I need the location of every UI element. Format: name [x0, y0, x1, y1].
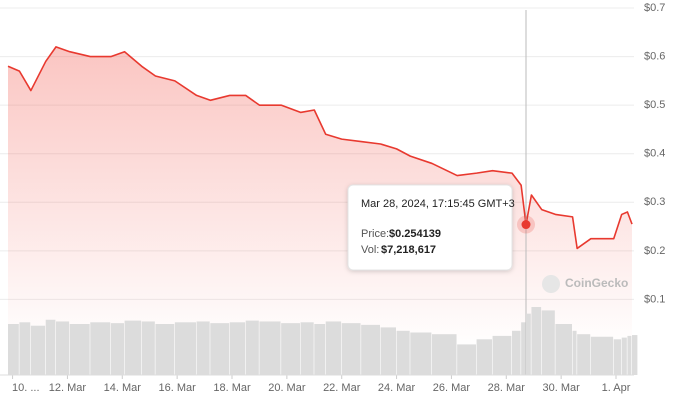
- volume-bar: [613, 339, 622, 375]
- y-tick-label: $0.7: [644, 2, 665, 14]
- tooltip-box: [347, 184, 513, 271]
- y-tick-label: $0.2: [644, 245, 665, 257]
- volume-bar: [526, 313, 531, 375]
- volume-bar: [492, 335, 512, 375]
- volume-bar: [512, 330, 521, 375]
- volume-bar: [396, 330, 410, 375]
- volume-bar: [56, 321, 70, 375]
- volume-bar: [555, 324, 572, 375]
- tooltip-vol-label: Vol:: [361, 244, 379, 256]
- volume-bar: [110, 323, 124, 375]
- volume-bar: [30, 325, 46, 375]
- tooltip: Mar 28, 2024, 17:15:45 GMT+3 Price: $0.254…: [347, 184, 515, 271]
- x-tick-label: 1. Apr: [602, 382, 631, 394]
- volume-bar: [572, 330, 577, 375]
- tooltip-price: $0.254139: [389, 228, 441, 240]
- volume-bar: [590, 336, 614, 375]
- volume-bar: [210, 323, 230, 375]
- volume-bar: [531, 307, 542, 375]
- y-tick-label: $0.1: [644, 293, 665, 305]
- volume: [8, 307, 638, 375]
- volume-bar: [521, 322, 526, 375]
- x-tick-label: 26. Mar: [433, 382, 471, 394]
- volume-bar: [361, 324, 380, 375]
- watermark-text: CoinGecko: [565, 276, 628, 290]
- volume-bar: [457, 344, 476, 375]
- y-tick-label: $0.5: [644, 99, 665, 111]
- x-tick-label: 24. Mar: [378, 382, 416, 394]
- tooltip-price-label: Price:: [361, 228, 389, 240]
- highlight-point: [521, 220, 531, 230]
- x-tick-label: 20. Mar: [268, 382, 306, 394]
- watermark: CoinGecko: [542, 275, 628, 293]
- x-tick-label: 16. Mar: [158, 382, 196, 394]
- volume-bar: [476, 339, 492, 375]
- volume-bar: [8, 324, 19, 375]
- volume-bar: [341, 323, 361, 375]
- watermark-logo: [542, 275, 560, 293]
- volume-bar: [259, 321, 281, 375]
- x-tick-label: 18. Mar: [213, 382, 251, 394]
- volume-bar: [577, 334, 591, 375]
- volume-bar: [325, 321, 342, 375]
- x-tick-label: 14. Mar: [104, 382, 142, 394]
- volume-bar: [627, 335, 632, 375]
- volume-bar: [410, 332, 432, 375]
- volume-bar: [300, 322, 314, 375]
- volume-bar: [229, 322, 246, 375]
- volume-bar: [124, 320, 142, 375]
- volume-bar: [281, 323, 300, 375]
- axes: $0.1 $0.2 $0.3 $0.4 $0.5 $0.6 $0.7 10. ... 12. M…: [0, 2, 665, 394]
- x-tick-label: 22. Mar: [323, 382, 361, 394]
- x-tick-label: 28. Mar: [488, 382, 526, 394]
- volume-bar: [174, 322, 196, 375]
- volume-bar: [141, 321, 155, 375]
- volume-bar: [632, 335, 638, 375]
- x-tick-label: 12. Mar: [49, 382, 87, 394]
- volume-bar: [196, 321, 210, 375]
- volume-bar: [90, 322, 111, 375]
- volume-bar: [314, 324, 326, 375]
- y-tick-label: $0.6: [644, 50, 665, 62]
- y-tick-label: $0.4: [644, 148, 665, 160]
- volume-bar: [245, 320, 259, 375]
- volume-bar: [621, 337, 627, 375]
- y-tick-label: $0.3: [644, 196, 665, 208]
- price-area: [8, 46, 632, 349]
- tooltip-vol: $7,218,617: [381, 244, 436, 256]
- volume-bar: [19, 322, 31, 375]
- tooltip-title: Mar 28, 2024, 17:15:45 GMT+3: [361, 198, 515, 210]
- volume-bar: [69, 324, 90, 375]
- x-tick-label: 30. Mar: [542, 382, 580, 394]
- volume-bar: [380, 327, 396, 375]
- volume-bar: [45, 319, 56, 375]
- price-line: [7, 46, 633, 250]
- volume-bar: [432, 334, 457, 375]
- x-tick-label: 10. ...: [12, 382, 40, 394]
- volume-bar: [155, 324, 175, 375]
- volume-bar: [541, 310, 555, 375]
